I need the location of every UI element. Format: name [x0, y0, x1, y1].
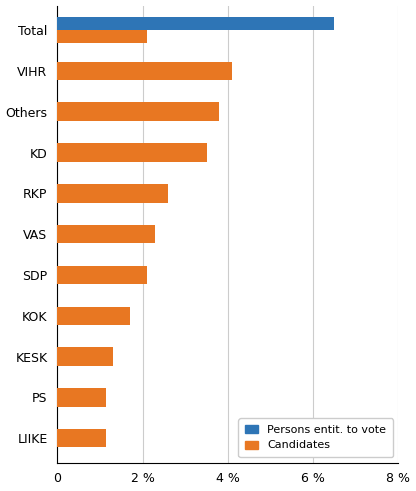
Bar — [57, 62, 232, 80]
Bar — [57, 388, 106, 407]
Bar — [57, 30, 147, 43]
Bar — [57, 143, 206, 162]
Bar — [57, 103, 219, 121]
Bar — [57, 266, 147, 284]
Legend: Persons entit. to vote, Candidates: Persons entit. to vote, Candidates — [238, 418, 393, 457]
Bar — [57, 306, 130, 325]
Bar — [57, 184, 168, 202]
Bar — [57, 348, 113, 366]
Bar — [57, 225, 155, 244]
Bar — [57, 17, 334, 30]
Bar — [57, 429, 106, 447]
